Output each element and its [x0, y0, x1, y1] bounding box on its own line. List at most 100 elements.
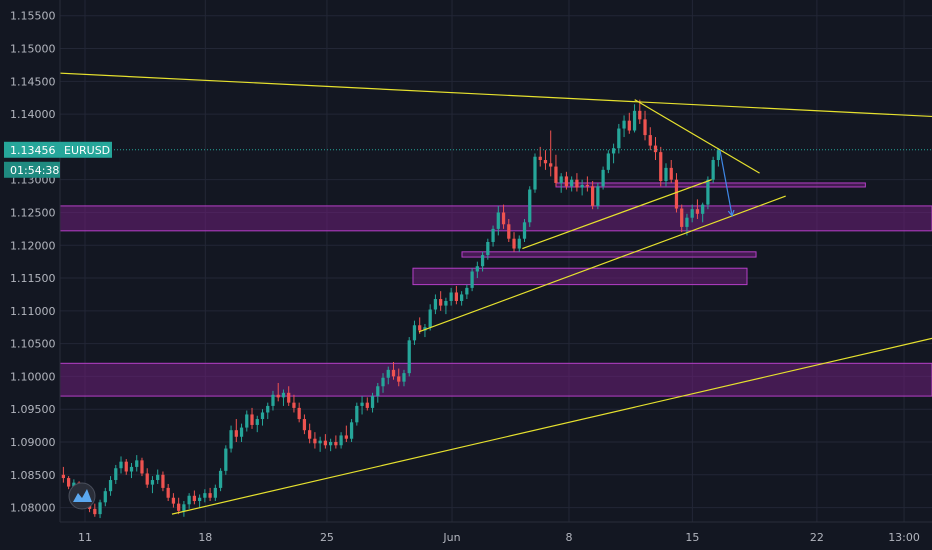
candle-body: [512, 238, 516, 249]
y-tick-label: 1.09500: [10, 403, 56, 416]
supply-demand-zones: [59, 182, 932, 397]
tradingview-logo-icon: [68, 482, 96, 510]
candle-body: [171, 497, 176, 504]
price-axis[interactable]: 1.155001.150001.145001.140001.130001.125…: [0, 0, 61, 550]
candle-body: [638, 110, 642, 120]
candle-body: [108, 480, 113, 492]
candle-body: [674, 179, 679, 209]
candle-body: [412, 325, 417, 341]
candle-body: [496, 212, 500, 229]
chart-grid: [60, 0, 932, 522]
candle-body: [323, 440, 328, 446]
candle-body: [386, 369, 390, 378]
candle-body: [585, 184, 590, 187]
x-tick-label: 8: [565, 531, 572, 544]
candle-body: [423, 327, 427, 331]
y-tick-label: 1.14000: [10, 108, 56, 121]
candle-body: [302, 419, 307, 431]
candle-body: [218, 470, 223, 488]
candle-body: [533, 156, 537, 190]
y-tick-label: 1.08500: [10, 469, 56, 482]
candle-body: [349, 422, 354, 439]
candle-body: [486, 241, 490, 256]
y-tick-label: 1.11000: [10, 305, 56, 318]
candle-body: [61, 474, 66, 479]
candle-body: [606, 153, 610, 170]
candle-body: [706, 179, 710, 205]
x-tick-label: 11: [78, 531, 92, 544]
candle-body: [664, 167, 668, 181]
y-tick-label: 1.15500: [10, 10, 56, 23]
time-axis-bg: [0, 522, 932, 550]
zone-rect: [461, 251, 757, 258]
candle-body: [711, 160, 715, 180]
candle-body: [580, 184, 584, 188]
candle-body: [428, 309, 432, 328]
candle-body: [192, 495, 197, 502]
projection-arrow: [719, 150, 735, 217]
candle-body: [297, 407, 301, 420]
candle-body: [182, 504, 186, 511]
candle-body: [250, 414, 254, 425]
arrow-shaft: [719, 150, 733, 216]
candle-body: [360, 402, 364, 406]
candle-body: [695, 209, 700, 214]
candle-body: [522, 222, 527, 239]
y-tick-label: 1.10000: [10, 370, 56, 383]
x-tick-label: 22: [810, 531, 824, 544]
candle-body: [239, 427, 244, 437]
candle-body: [632, 110, 637, 131]
candle-body: [119, 461, 123, 469]
candle-countdown: 01:54:38: [10, 164, 59, 177]
candle-body: [166, 487, 170, 498]
time-axis[interactable]: 11 18 25 Jun 8 15 22 13:00: [0, 521, 932, 550]
candle-body: [339, 435, 343, 446]
candle-body: [213, 487, 217, 498]
candle-body: [129, 466, 134, 472]
candle-body: [716, 150, 721, 161]
candle-body: [313, 438, 317, 444]
candle-body: [549, 163, 553, 167]
candle-body: [538, 156, 542, 161]
candle-body: [643, 119, 647, 136]
candle-body: [690, 209, 694, 218]
candle-body: [355, 405, 359, 423]
candle-body: [391, 369, 396, 377]
candle-body: [407, 340, 411, 374]
zone-rect: [59, 205, 932, 232]
candle-body: [135, 460, 139, 467]
candle-body: [156, 474, 160, 481]
candle-body: [596, 186, 600, 206]
trendlines: [0, 69, 932, 515]
candle-body: [528, 189, 532, 223]
candle-body: [559, 176, 563, 183]
candle-body: [381, 377, 385, 387]
candle-body: [103, 491, 107, 503]
x-tick-label: 25: [320, 531, 334, 544]
candle-body: [470, 271, 474, 288]
symbol-label: EURUSD: [64, 144, 110, 157]
candle-body: [397, 376, 401, 382]
candle-body: [150, 480, 155, 485]
candle-body: [208, 493, 212, 498]
candle-body: [439, 299, 443, 306]
candle-body: [507, 224, 511, 239]
candle-body: [271, 394, 275, 406]
candle-body: [276, 394, 280, 398]
trendline: [0, 69, 932, 118]
candlestick-series: [61, 99, 721, 519]
x-tick-label: 18: [198, 531, 212, 544]
x-tick-label: 15: [685, 531, 699, 544]
candle-body: [648, 135, 652, 146]
candle-body: [161, 474, 165, 488]
candle-body: [114, 468, 118, 481]
candle-body: [669, 167, 673, 180]
trendline: [418, 195, 786, 333]
y-tick-label: 1.12000: [10, 239, 56, 252]
candle-body: [281, 392, 286, 398]
candle-body: [260, 412, 265, 420]
trendline: [634, 99, 760, 174]
candle-body: [418, 325, 422, 331]
candle-body: [292, 402, 296, 408]
